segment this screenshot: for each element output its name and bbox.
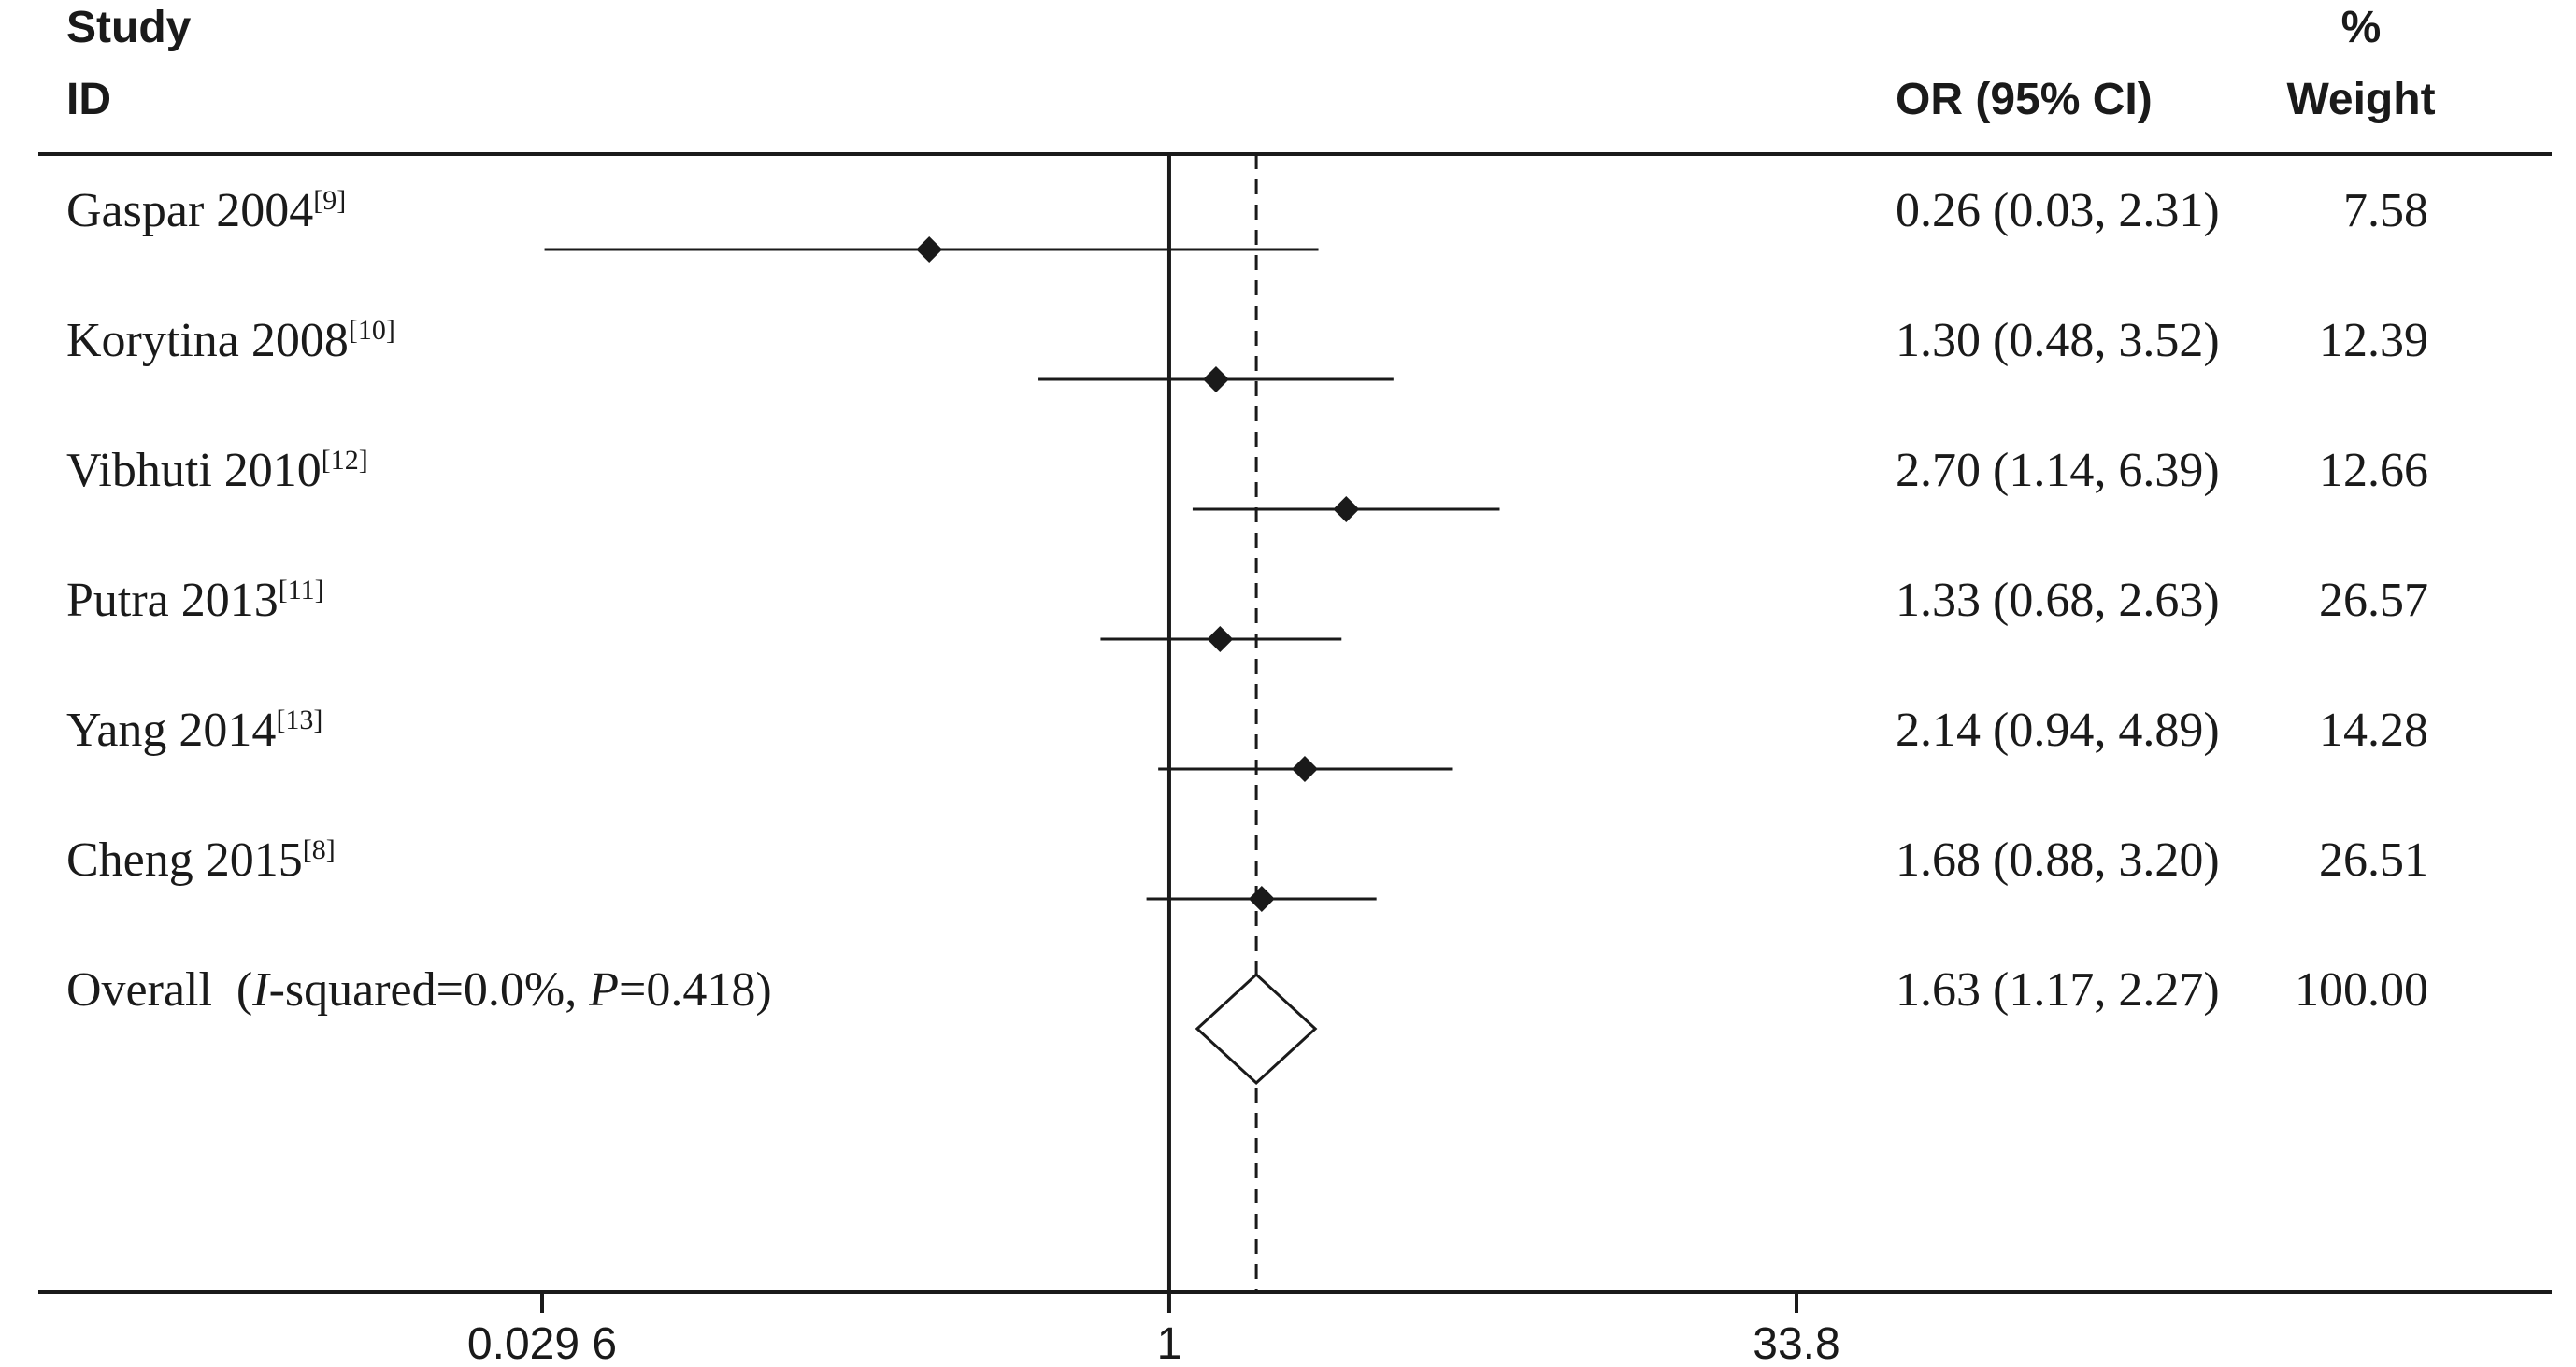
overall-or-ci: 1.63 (1.17, 2.27) [1896, 963, 2220, 1017]
study-reference: [13] [276, 705, 322, 735]
study-row: Korytina 2008[10] 1.30 (0.48, 3.52) 12.39 [66, 314, 2428, 392]
study-weight: 7.58 [2343, 184, 2428, 237]
overall-label-part: =0.418) [619, 963, 772, 1017]
study-point-estimate [916, 236, 943, 263]
study-name-text: Yang 2014 [66, 704, 276, 757]
study-reference: [9] [313, 185, 346, 216]
plot-area [1166, 154, 1258, 1292]
overall-label-part: I [251, 963, 271, 1017]
x-tick-label: 1 [1157, 1319, 1182, 1367]
study-weight: 12.39 [2319, 314, 2428, 367]
study-reference: [11] [279, 575, 324, 605]
header-or-ci: OR (95% CI) [1896, 75, 2153, 124]
header-percent: % [2341, 3, 2382, 52]
study-point-estimate [1291, 756, 1318, 782]
header-id: ID [66, 75, 111, 124]
study-weight: 14.28 [2319, 704, 2428, 757]
study-or-ci: 2.14 (0.94, 4.89) [1896, 704, 2220, 757]
study-point-estimate [1333, 496, 1360, 522]
study-or-ci: 0.26 (0.03, 2.31) [1896, 184, 2220, 237]
study-name-text: Putra 2013 [66, 574, 279, 627]
study-reference: [10] [349, 315, 395, 346]
study-or-ci: 2.70 (1.14, 6.39) [1896, 444, 2220, 497]
study-name: Putra 2013[11] [66, 574, 324, 627]
header-study: Study [66, 3, 192, 52]
study-or-ci: 1.33 (0.68, 2.63) [1896, 574, 2220, 627]
overall-diamond [1195, 972, 1318, 1086]
study-reference: [8] [303, 834, 336, 865]
study-row: Putra 2013[11] 1.33 (0.68, 2.63) 26.57 [66, 574, 2428, 652]
study-point-estimate [1202, 366, 1229, 392]
x-axis: 0.029 6 1 33.8 [467, 1292, 1840, 1367]
study-name: Gaspar 2004[9] [66, 184, 346, 237]
study-name: Vibhuti 2010[12] [66, 444, 368, 497]
study-name-text: Gaspar 2004 [66, 184, 313, 237]
study-point-estimate [1207, 626, 1234, 652]
overall-weight: 100.00 [2295, 963, 2428, 1017]
study-reference: [12] [322, 445, 368, 476]
study-row: Gaspar 2004[9] 0.26 (0.03, 2.31) 7.58 [66, 184, 2428, 263]
overall-label-part: Overall ( [66, 963, 252, 1017]
overall-row: Overall (I-squared=0.0%, P=0.418) 1.63 (1… [66, 963, 2428, 1086]
header-weight: Weight [2286, 75, 2435, 124]
overall-label-part: -squared=0.0%, [269, 963, 590, 1017]
study-row: Vibhuti 2010[12] 2.70 (1.14, 6.39) 12.66 [66, 444, 2428, 522]
study-rows: Gaspar 2004[9] 0.26 (0.03, 2.31) 7.58 Koryt… [66, 184, 2428, 1086]
study-name: Korytina 2008[10] [66, 314, 395, 367]
study-point-estimate [1248, 886, 1275, 912]
study-name: Cheng 2015[8] [66, 833, 336, 887]
overall-label: Overall (I-squared=0.0%, P=0.418) [66, 963, 772, 1017]
study-name-text: Vibhuti 2010 [66, 444, 322, 497]
study-name-text: Korytina 2008 [66, 314, 349, 367]
x-tick-label: 33.8 [1753, 1319, 1839, 1367]
study-weight: 26.57 [2319, 574, 2428, 627]
study-weight: 26.51 [2319, 833, 2428, 887]
study-weight: 12.66 [2319, 444, 2428, 497]
study-row: Yang 2014[13] 2.14 (0.94, 4.89) 14.28 [66, 704, 2428, 782]
study-or-ci: 1.30 (0.48, 3.52) [1896, 314, 2220, 367]
x-tick-label: 0.029 6 [467, 1319, 617, 1367]
study-or-ci: 1.68 (0.88, 3.20) [1896, 833, 2220, 887]
overall-label-part: P [588, 963, 619, 1017]
study-name-text: Cheng 2015 [66, 833, 303, 887]
study-name: Yang 2014[13] [66, 704, 322, 757]
study-row: Cheng 2015[8] 1.68 (0.88, 3.20) 26.51 [66, 833, 2428, 912]
